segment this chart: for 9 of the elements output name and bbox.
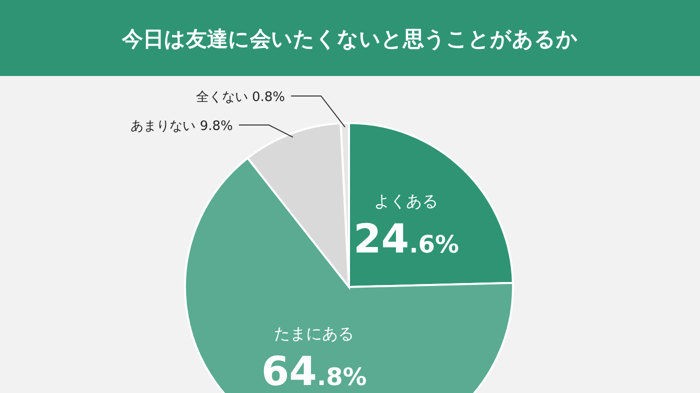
slice-label: あまりない xyxy=(130,119,196,134)
chart-title: 今日は友達に会いたくないと思うことがあるか xyxy=(121,27,578,51)
data-label: 0.8% xyxy=(252,90,285,105)
data-label: 24.6% xyxy=(353,216,460,262)
data-label: 9.8% xyxy=(200,119,233,134)
slice-label: たまにある xyxy=(274,324,354,344)
slice-label: よくある xyxy=(374,191,438,210)
data-label: 64.8% xyxy=(261,349,367,393)
slice-label: 全くない xyxy=(196,90,248,105)
